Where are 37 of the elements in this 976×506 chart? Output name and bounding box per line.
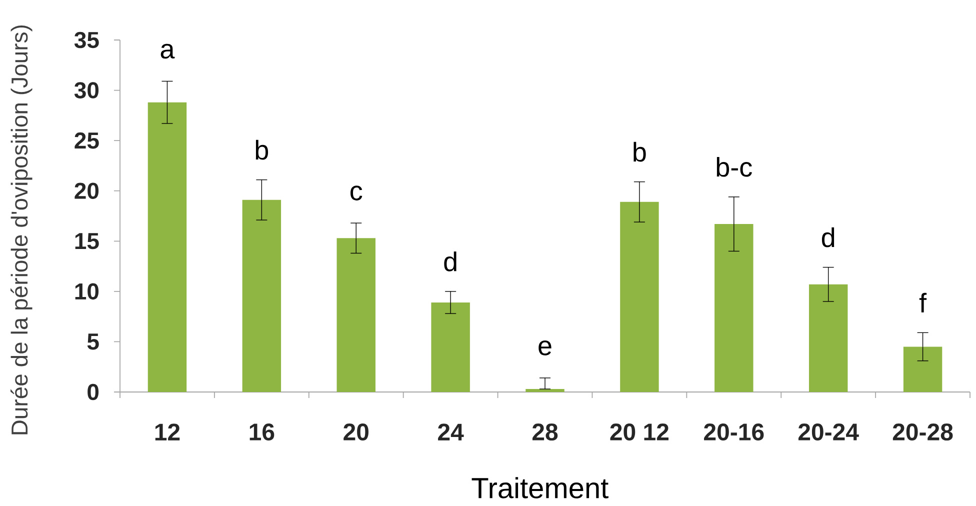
y-tick-label: 15 [75, 233, 99, 250]
y-tick-label: 20 [74, 182, 99, 199]
y-axis-title: Durée de la période d'oviposition (Jours) [10, 25, 32, 434]
x-tick-label: 20 [344, 424, 368, 440]
bar [148, 102, 187, 392]
annotation: a [160, 44, 175, 59]
annotation: f [919, 292, 927, 312]
bar [808, 284, 848, 392]
y-tick-label: 10 [75, 283, 99, 300]
x-axis-title: Traitement [472, 477, 608, 498]
annotation: e [538, 340, 552, 356]
bar [431, 302, 470, 392]
y-tick-label: 0 [88, 384, 99, 400]
x-tick-label: 20 12 [610, 424, 668, 440]
annotation: b-c [716, 156, 752, 177]
annotation: c [350, 186, 362, 200]
x-tick-label: 24 [438, 424, 464, 440]
bar [242, 200, 282, 392]
x-tick-label: 20-16 [704, 424, 764, 440]
x-tick-label: 28 [532, 424, 558, 440]
x-tick-label: 12 [155, 424, 180, 440]
bar [620, 202, 659, 392]
bar [714, 224, 754, 392]
bar [526, 388, 564, 392]
annotation: b [256, 140, 268, 160]
y-tick-label: 30 [74, 82, 99, 98]
y-tick-label: 5 [87, 334, 99, 350]
x-tick-label: 16 [250, 424, 274, 440]
annotation: d [444, 252, 456, 272]
bar [336, 238, 376, 392]
x-tick-label: 20-28 [892, 424, 953, 440]
y-tick-label: 35 [74, 32, 99, 48]
bar [903, 346, 942, 392]
annotation: d [822, 227, 834, 248]
x-tick-label: 20-24 [798, 424, 859, 440]
annotation: b [634, 142, 646, 162]
y-tick-label: 25 [74, 132, 99, 149]
